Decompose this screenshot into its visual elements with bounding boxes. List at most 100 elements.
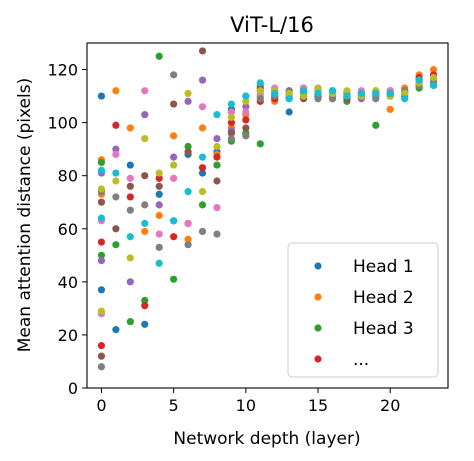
data-point-s9-5 xyxy=(141,134,149,143)
data-point-s3-13 xyxy=(256,140,264,148)
data-point-s6-9 xyxy=(198,47,207,55)
data-point-s9-17 xyxy=(314,84,322,92)
data-point-s8-10 xyxy=(213,230,221,238)
data-point-s10-7 xyxy=(170,217,178,225)
y-axis-label: Mean attention distance (pixels) xyxy=(15,78,35,352)
data-point-s6-7 xyxy=(170,100,178,108)
data-point-s3-5 xyxy=(141,296,149,305)
data-point-s6-11 xyxy=(227,129,235,137)
data-point-s8-9 xyxy=(198,227,207,236)
y-tick-label-100: 100 xyxy=(47,114,78,133)
data-point-s6-12 xyxy=(242,124,250,132)
data-point-s5-12 xyxy=(242,103,250,111)
data-point-s7-6 xyxy=(155,230,163,238)
data-point-s6-3 xyxy=(112,225,120,233)
x-tick-label-15: 15 xyxy=(308,396,328,415)
data-point-s8-6 xyxy=(155,243,163,251)
data-point-s4-2 xyxy=(97,238,106,246)
data-point-s7-3 xyxy=(112,150,120,159)
data-point-s3-1 xyxy=(97,158,106,167)
data-point-s5-9 xyxy=(198,76,207,84)
data-point-s5-10 xyxy=(213,134,221,143)
data-point-s7-12 xyxy=(242,108,250,116)
data-point-s6-8 xyxy=(184,148,192,156)
data-point-s9-10 xyxy=(213,142,221,151)
data-point-s9-15 xyxy=(285,89,293,98)
data-point-s2-7 xyxy=(170,132,178,140)
data-point-s5-3 xyxy=(112,145,120,153)
data-point-s6-2 xyxy=(97,198,106,206)
y-tick-label-40: 40 xyxy=(58,273,78,292)
data-point-s8-18 xyxy=(328,95,337,103)
legend-marker-1 xyxy=(314,262,322,270)
data-point-s8-21 xyxy=(372,95,380,103)
data-point-s4-11 xyxy=(227,119,235,127)
data-point-s10-11 xyxy=(227,100,235,108)
data-point-s8-11 xyxy=(227,134,235,143)
data-point-s10-19 xyxy=(343,92,351,100)
data-point-s10-25 xyxy=(429,81,438,90)
data-point-s10-1 xyxy=(97,166,106,174)
data-point-s4-12 xyxy=(242,116,250,124)
data-point-s7-11 xyxy=(227,108,235,116)
data-point-s8-1 xyxy=(97,363,106,371)
y-tick-label-20: 20 xyxy=(58,326,78,345)
data-point-s2-9 xyxy=(198,124,207,132)
data-point-s10-24 xyxy=(415,76,423,84)
legend-label-4: ... xyxy=(353,350,369,370)
data-point-s8-5 xyxy=(141,201,149,209)
y-tick-label-0: 0 xyxy=(68,379,78,398)
data-point-s1-5 xyxy=(141,320,149,328)
data-point-s2-6 xyxy=(155,211,163,220)
legend-marker-2 xyxy=(314,293,322,301)
x-tick-label-5: 5 xyxy=(169,396,179,415)
y-tick-label-120: 120 xyxy=(47,61,78,80)
data-point-s10-4 xyxy=(126,233,134,241)
data-point-s9-25 xyxy=(429,73,438,82)
data-point-s4-3 xyxy=(112,121,120,129)
data-point-s10-20 xyxy=(357,89,365,98)
data-point-s3-3 xyxy=(112,241,120,249)
data-point-s9-11 xyxy=(227,113,235,121)
data-point-s10-18 xyxy=(328,87,337,95)
data-point-s6-6 xyxy=(155,182,163,190)
data-point-s10-17 xyxy=(314,89,322,98)
data-point-s2-5 xyxy=(141,227,149,236)
axis-ticks: 0 5 10 15 20 0 20 40 60 80 100 120 xyxy=(47,61,400,415)
data-point-s4-9 xyxy=(198,164,207,172)
data-point-s3-6 xyxy=(155,52,163,60)
x-tick-label-10: 10 xyxy=(236,396,256,415)
data-point-s10-5 xyxy=(141,219,149,228)
data-point-s6-1 xyxy=(97,352,106,360)
data-point-s5-7 xyxy=(170,153,178,161)
legend-marker-3 xyxy=(314,324,322,332)
data-point-s4-7 xyxy=(170,233,178,241)
data-point-s9-7 xyxy=(170,161,178,169)
data-point-s10-8 xyxy=(184,188,192,196)
data-point-s3-10 xyxy=(213,161,221,169)
data-point-s3-21 xyxy=(372,121,380,129)
x-axis-label: Network depth (layer) xyxy=(173,429,360,449)
legend-label-2: Head 2 xyxy=(353,288,414,308)
data-points xyxy=(97,47,438,371)
data-point-s9-12 xyxy=(242,97,250,105)
data-point-s8-13 xyxy=(256,95,264,103)
data-point-s7-10 xyxy=(213,203,221,212)
data-point-s5-4 xyxy=(126,278,134,286)
x-tick-label-0: 0 xyxy=(96,396,106,415)
data-point-s5-5 xyxy=(141,111,149,119)
plot-frame xyxy=(86,42,449,389)
data-point-s2-4 xyxy=(126,124,134,132)
data-point-s5-1 xyxy=(97,257,106,265)
legend: Head 1 Head 2 Head 3... xyxy=(287,242,439,378)
data-point-s8-8 xyxy=(184,241,192,249)
data-point-s1-4 xyxy=(126,161,134,169)
data-point-s7-4 xyxy=(126,174,134,182)
data-point-s9-16 xyxy=(300,92,308,100)
data-point-s4-4 xyxy=(126,193,134,201)
data-point-s2-8 xyxy=(184,235,192,243)
data-point-s10-9 xyxy=(198,153,207,161)
data-point-s10-2 xyxy=(97,214,106,222)
data-point-s9-19 xyxy=(343,87,351,95)
